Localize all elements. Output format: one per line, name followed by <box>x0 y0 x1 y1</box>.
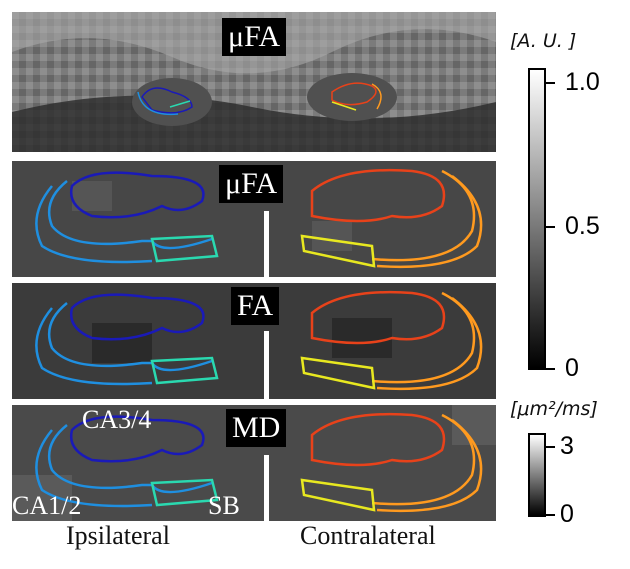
caption-contralateral: Contralateral <box>300 521 436 550</box>
colorbar-bottom-tick <box>546 514 555 516</box>
panel-label: μFA <box>222 18 287 56</box>
colorbar-top-tick <box>546 226 555 228</box>
hemisphere-divider <box>264 331 269 399</box>
colorbar-top <box>528 68 546 370</box>
hemisphere-divider <box>264 211 269 277</box>
colorbar-bottom-tick <box>546 446 555 448</box>
colorbar-top-tick <box>546 368 555 370</box>
hemisphere-divider <box>264 455 269 521</box>
colorbar-bottom <box>528 433 546 517</box>
zoom-panel-md: MD CA3/4 CA1/2 SB <box>12 405 496 521</box>
panel-label: μFA <box>219 165 284 203</box>
zoom-panel-ufa: μFA <box>12 161 496 277</box>
region-label-ca12: CA1/2 <box>12 491 82 520</box>
region-label-ca34: CA3/4 <box>82 405 152 434</box>
overview-map-panel: μFA <box>12 12 496 152</box>
zoom-panel-fa: FA <box>12 283 496 399</box>
colorbar-top-unit: [A. U. ] <box>510 30 577 52</box>
colorbar-top-tick <box>546 82 555 84</box>
panel-label: FA <box>231 287 280 325</box>
region-label-sb: SB <box>208 491 240 520</box>
colorbar-top-tick-label: 1.0 <box>565 68 600 96</box>
panel-label: MD <box>226 409 287 447</box>
colorbar-top-tick-label: 0.5 <box>565 212 600 240</box>
caption-ipsilateral: Ipsilateral <box>66 521 170 550</box>
colorbar-bottom-tick-label: 0 <box>560 500 574 528</box>
colorbar-bottom-tick-label: 3 <box>560 432 574 460</box>
colorbar-top-tick-label: 0 <box>565 354 579 382</box>
colorbar-bottom-unit: [μm²/ms] <box>510 398 598 420</box>
